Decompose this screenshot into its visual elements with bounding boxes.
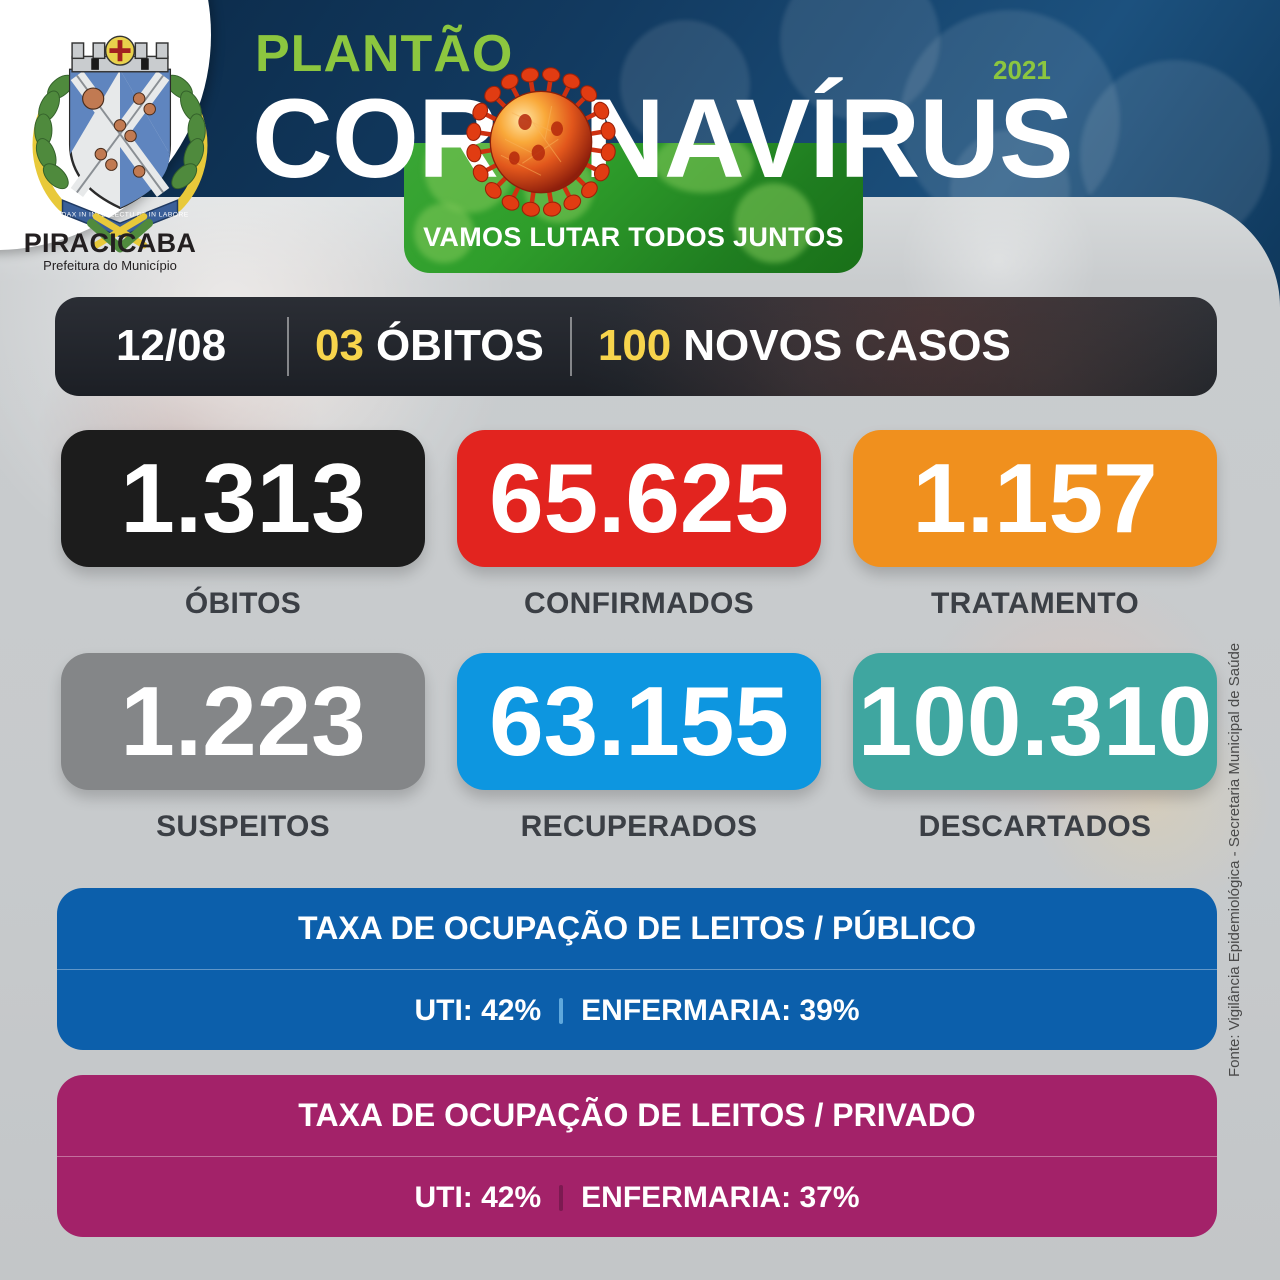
svg-text:AUDAX IN INTELLECTU ET IN LABO: AUDAX IN INTELLECTU ET IN LABORE [51,211,189,218]
